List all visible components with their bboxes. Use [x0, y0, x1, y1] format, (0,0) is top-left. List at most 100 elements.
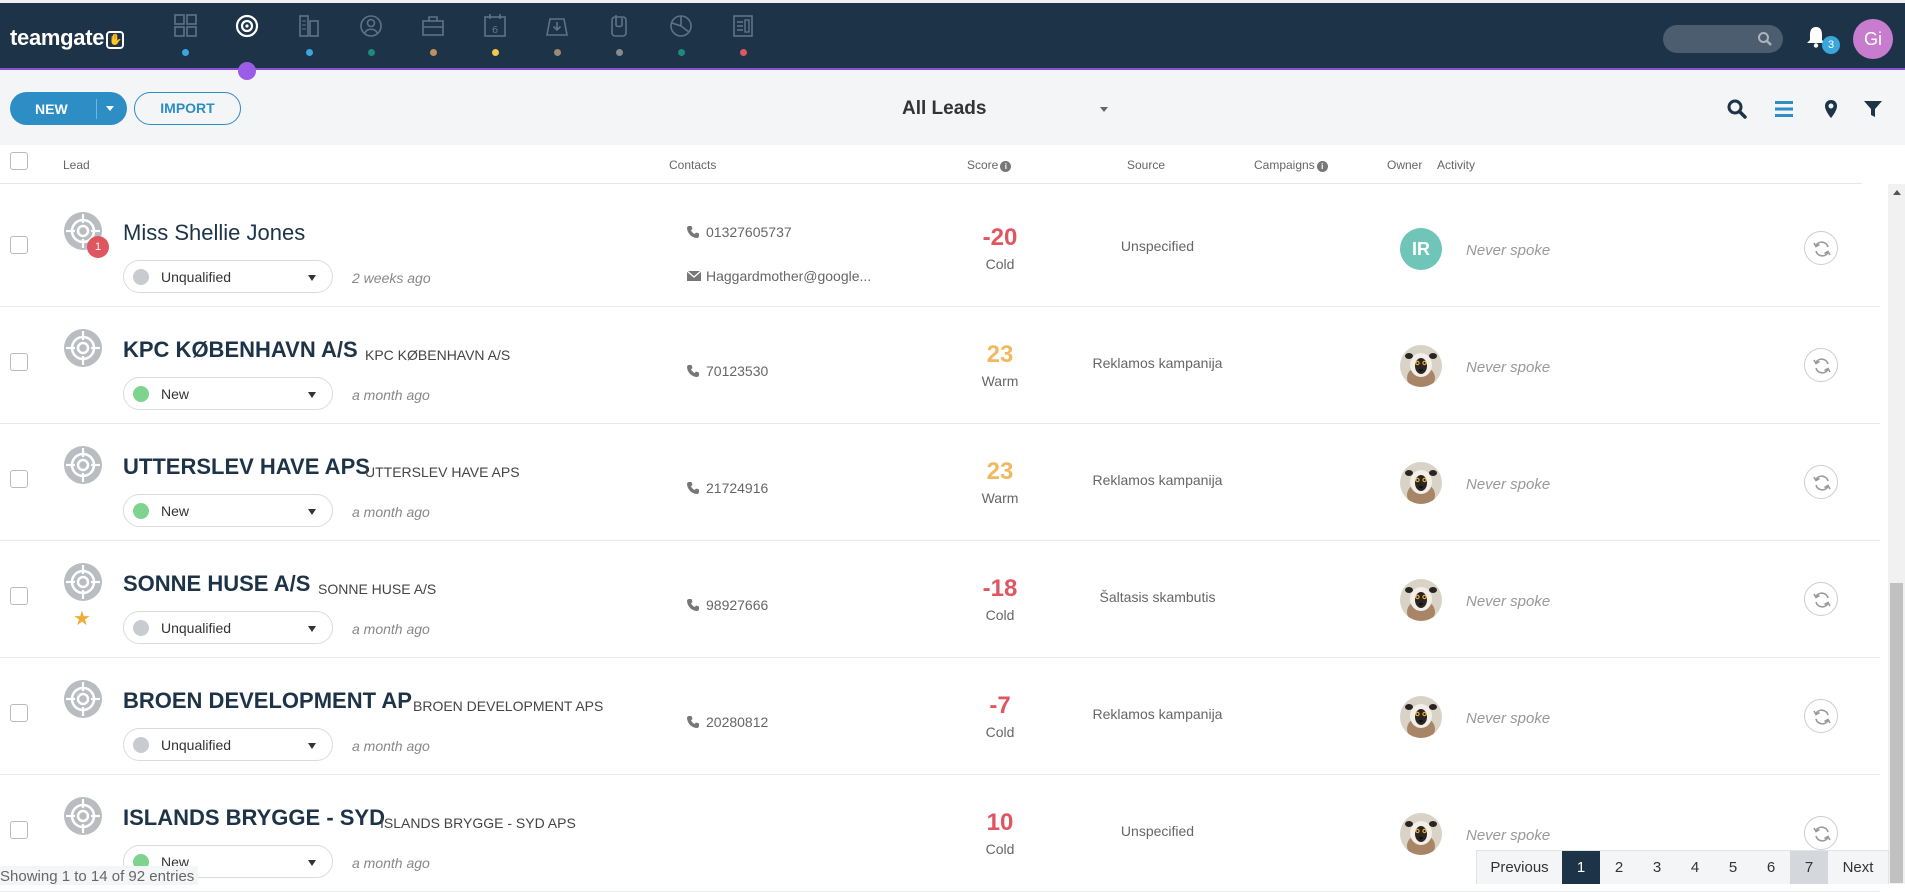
phone-number: 70123530 [706, 363, 769, 379]
nav-dashboard-button[interactable] [165, 13, 205, 61]
lead-status-select[interactable]: Unqualified [123, 728, 333, 761]
table-row[interactable]: UTTERSLEV HAVE APS UTTERSLEV HAVE APS New a… [0, 424, 1880, 541]
global-search-input[interactable] [1663, 25, 1783, 53]
scrollbar-thumb[interactable] [1890, 583, 1903, 883]
header-score[interactable]: Score i [967, 158, 1012, 172]
notifications-count-badge: 3 [1822, 36, 1840, 54]
top-navigation-bar: teamgate ✋ 6 3 Gi [0, 0, 1905, 70]
row-checkbox[interactable] [10, 704, 28, 722]
new-button-divider [96, 99, 97, 119]
select-all-checkbox[interactable] [10, 152, 28, 170]
lead-name-link[interactable]: SONNE HUSE A/S [123, 571, 311, 596]
lead-status-select[interactable]: New [123, 377, 333, 410]
pagination-page-6[interactable]: 6 [1766, 859, 1776, 876]
score-info-icon[interactable]: i [1000, 161, 1012, 172]
nav-deals-button[interactable] [413, 13, 453, 61]
lead-name-link[interactable]: ISLANDS BRYGGE - SYD [123, 805, 385, 830]
forms-icon [733, 15, 753, 37]
header-lead[interactable]: Lead [63, 158, 90, 172]
new-dropdown-caret-icon[interactable] [106, 106, 114, 111]
header-contacts[interactable]: Contacts [669, 158, 717, 172]
header-owner[interactable]: Owner [1387, 158, 1423, 172]
refresh-icon [1813, 592, 1831, 608]
table-row[interactable]: ★ SONNE HUSE A/S SONNE HUSE A/S Unqualified… [0, 541, 1880, 658]
owner-avatar[interactable]: IR [1400, 228, 1442, 270]
row-checkbox[interactable] [10, 470, 28, 488]
pagination-page-3[interactable]: 3 [1652, 859, 1662, 876]
row-checkbox[interactable] [10, 821, 28, 839]
import-button[interactable]: IMPORT [134, 92, 241, 125]
star-icon[interactable]: ★ [73, 608, 91, 630]
teamgate-logo[interactable]: teamgate ✋ [10, 25, 125, 51]
map-view-button[interactable] [1820, 98, 1842, 120]
lead-name-link[interactable]: KPC KØBENHAVN A/S [123, 337, 358, 362]
lead-company: SONNE HUSE A/S [318, 581, 437, 597]
list-view-button[interactable] [1773, 98, 1795, 120]
nav-documents-button[interactable] [599, 13, 639, 61]
lead-name-link[interactable]: BROEN DEVELOPMENT AP [123, 688, 412, 713]
row-checkbox[interactable] [10, 587, 28, 605]
convert-lead-button[interactable] [1804, 348, 1838, 382]
nav-people-button[interactable] [351, 13, 391, 61]
lead-created-ago: a month ago [352, 387, 430, 403]
owner-avatar-photo [1400, 813, 1442, 855]
pagination-page-2[interactable]: 2 [1614, 859, 1624, 876]
nav-inbox-button[interactable] [537, 13, 577, 61]
row-checkbox[interactable] [10, 236, 28, 254]
nav-reports-button[interactable] [661, 13, 701, 61]
new-button-label: NEW [35, 101, 68, 117]
notifications-bell-button[interactable]: 3 [1805, 25, 1840, 54]
new-lead-button[interactable]: NEW [10, 92, 127, 125]
lead-created-ago: a month ago [352, 504, 430, 520]
owner-avatar[interactable] [1400, 462, 1442, 504]
pagination-page-4[interactable]: 4 [1690, 859, 1700, 876]
nav-status-dot [740, 49, 747, 56]
search-leads-button[interactable] [1726, 98, 1748, 120]
user-avatar[interactable]: Gi [1853, 19, 1893, 59]
owner-avatar[interactable] [1400, 345, 1442, 387]
pagination-page-1[interactable]: 1 [1562, 851, 1600, 884]
lead-name-link[interactable]: UTTERSLEV HAVE APS [123, 454, 370, 479]
phone-icon [687, 716, 699, 728]
lead-avatar [63, 679, 103, 719]
header-campaigns[interactable]: Campaigns i [1254, 158, 1328, 172]
table-row[interactable]: KPC KØBENHAVN A/S KPC KØBENHAVN A/S New a m… [0, 307, 1880, 424]
convert-lead-button[interactable] [1804, 582, 1838, 616]
lead-temperature: Cold [985, 724, 1015, 740]
lead-status-select[interactable]: New [123, 494, 333, 527]
convert-lead-button[interactable] [1804, 816, 1838, 850]
nav-calendar-button[interactable]: 6 [475, 13, 515, 61]
bell-icon [1807, 27, 1825, 48]
pagination-next-button[interactable]: Next [1842, 859, 1874, 876]
pagination-previous-button[interactable]: Previous [1490, 859, 1549, 876]
lead-target-icon [64, 446, 102, 484]
pagination-page-7[interactable]: 7 [1790, 851, 1828, 884]
pagination-page-5[interactable]: 5 [1728, 859, 1738, 876]
table-row[interactable]: 1 Miss Shellie Jones Unqualified 2 weeks ag… [0, 190, 1880, 307]
owner-avatar[interactable] [1400, 696, 1442, 738]
view-filter-select[interactable]: All Leads [880, 96, 1120, 122]
owner-avatar-photo [1400, 345, 1442, 387]
header-source[interactable]: Source [1127, 158, 1166, 172]
table-row[interactable]: BROEN DEVELOPMENT AP BROEN DEVELOPMENT AP… [0, 658, 1880, 775]
lead-status-select[interactable]: Unqualified [123, 611, 333, 644]
nav-forms-button[interactable] [723, 13, 763, 61]
status-label: Unqualified [161, 737, 232, 753]
lead-status-select[interactable]: Unqualified [123, 260, 333, 293]
convert-lead-button[interactable] [1804, 465, 1838, 499]
nav-leads-button[interactable] [227, 13, 267, 61]
row-checkbox[interactable] [10, 353, 28, 371]
filter-button[interactable] [1862, 98, 1884, 120]
scroll-up-arrow-icon[interactable] [1893, 190, 1901, 195]
convert-lead-button[interactable] [1804, 231, 1838, 265]
campaigns-info-icon[interactable]: i [1316, 161, 1328, 172]
lead-name-link[interactable]: Miss Shellie Jones [123, 220, 306, 245]
status-label: New [161, 503, 190, 519]
convert-lead-button[interactable] [1804, 699, 1838, 733]
header-activity[interactable]: Activity [1437, 158, 1476, 172]
owner-avatar[interactable] [1400, 579, 1442, 621]
nav-companies-button[interactable] [289, 13, 329, 61]
owner-avatar-photo [1400, 696, 1442, 738]
owner-avatar[interactable] [1400, 813, 1442, 855]
filter-icon [1864, 101, 1882, 117]
